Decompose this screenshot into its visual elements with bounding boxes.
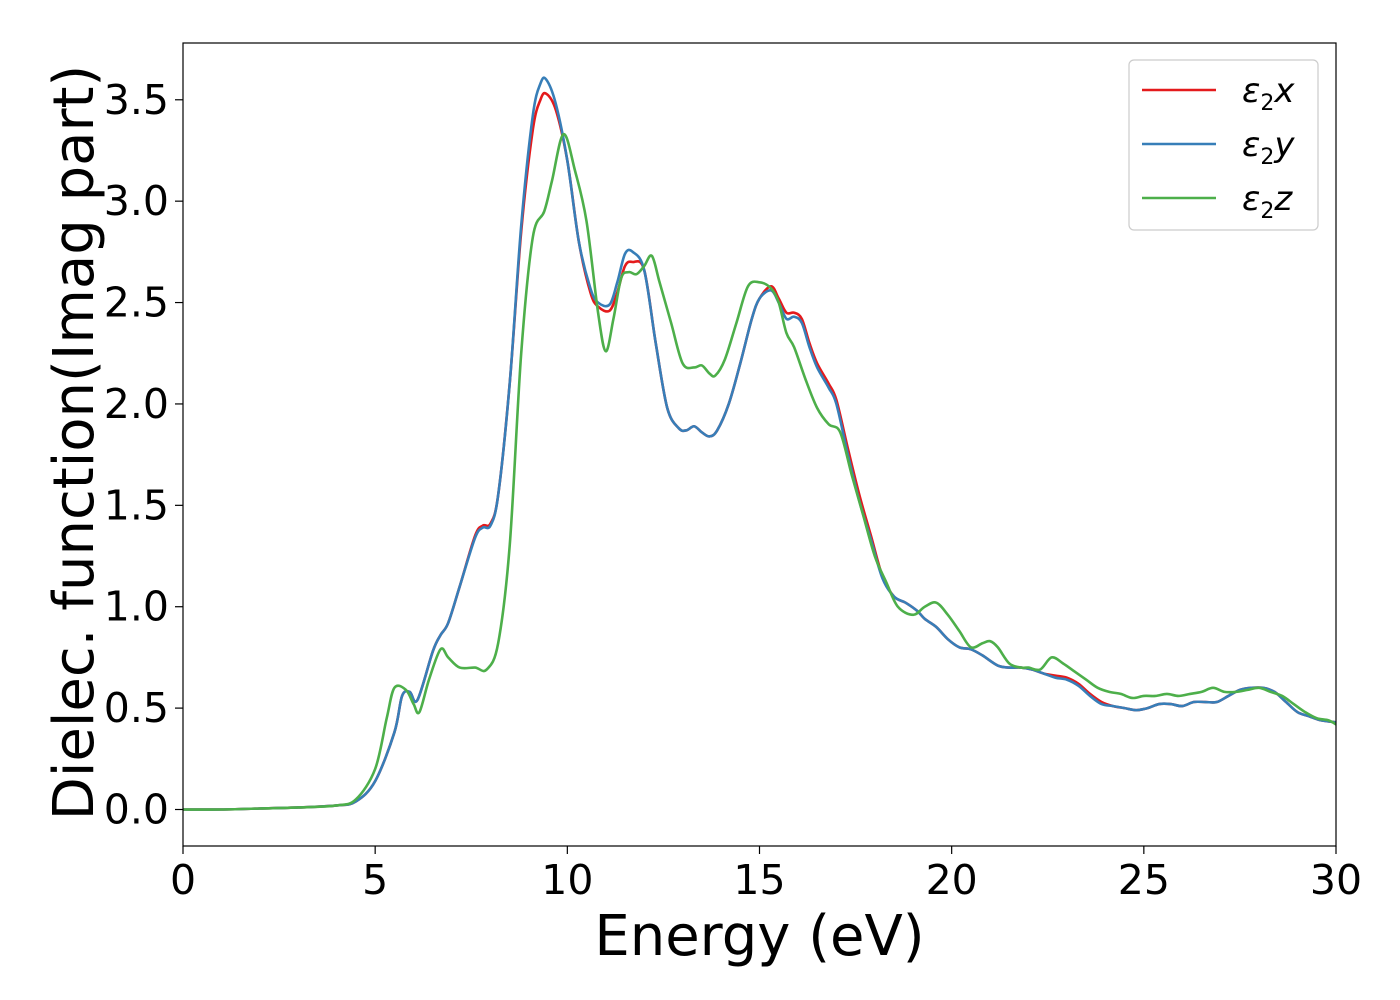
legend: ε2x ε2y ε2z bbox=[1128, 59, 1319, 231]
x-tick-label: 10 bbox=[541, 856, 593, 904]
x-tick-label: 30 bbox=[1310, 856, 1362, 904]
series-layer bbox=[183, 76, 1336, 811]
x-axis-label: Energy (eV) bbox=[594, 904, 924, 969]
y-tick-label: 3.0 bbox=[104, 177, 169, 225]
x-tick-label: 5 bbox=[362, 856, 388, 904]
y-tick-label: 1.0 bbox=[104, 583, 169, 631]
x-axis: 0 5 10 15 20 25 30 bbox=[170, 846, 1362, 904]
y-axis: 0.0 0.5 1.0 1.5 2.0 2.5 3.0 3.5 bbox=[104, 76, 183, 834]
y-tick-label: 2.5 bbox=[104, 279, 169, 327]
legend-label-z: ε2z bbox=[1242, 179, 1293, 224]
legend-box bbox=[1128, 59, 1319, 231]
x-tick-label: 15 bbox=[733, 856, 785, 904]
x-tick-label: 0 bbox=[170, 856, 196, 904]
legend-label-y: ε2y bbox=[1242, 125, 1295, 170]
series-line-z bbox=[183, 132, 1336, 811]
y-tick-label: 0.5 bbox=[104, 684, 169, 732]
y-tick-label: 2.0 bbox=[104, 380, 169, 428]
y-tick-label: 1.5 bbox=[104, 481, 169, 529]
x-tick-label: 25 bbox=[1118, 856, 1170, 904]
x-tick-label: 20 bbox=[926, 856, 978, 904]
y-tick-label: 0.0 bbox=[104, 786, 169, 834]
series-line-y bbox=[183, 76, 1336, 811]
y-axis-label: Dielec. function(Imag part) bbox=[42, 65, 107, 821]
legend-label-x: ε2x bbox=[1242, 71, 1295, 116]
y-tick-label: 3.5 bbox=[104, 76, 169, 124]
